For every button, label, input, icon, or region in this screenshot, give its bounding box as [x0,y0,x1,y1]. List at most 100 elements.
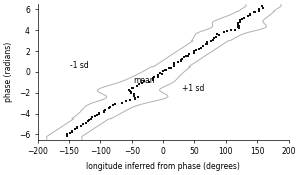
Point [80,122,85,125]
Point [203,43,208,46]
Point [89,116,94,119]
Point [101,111,106,114]
Point [128,92,133,94]
Point [199,47,203,49]
Point [70,130,75,133]
Point [152,76,156,79]
Point [248,13,253,15]
Point [204,42,209,45]
Point [236,22,240,24]
Point [131,87,136,89]
X-axis label: longitude inferred from phase (degrees): longitude inferred from phase (degrees) [86,162,240,171]
Point [237,19,242,22]
Point [260,5,265,8]
Point [194,49,198,52]
Point [74,126,79,129]
Point [142,80,147,83]
Point [201,45,206,48]
Point [101,110,106,112]
Point [257,8,262,10]
Point [73,128,77,131]
Point [133,97,137,99]
Point [135,96,140,99]
Point [214,33,219,35]
Point [107,106,112,108]
Point [186,54,191,57]
Point [221,31,226,34]
Point [106,107,111,110]
Point [128,99,132,102]
Point [246,15,250,18]
Point [96,112,101,115]
Point [208,40,213,42]
Point [238,21,242,23]
Point [94,114,99,117]
Point [182,56,186,58]
Text: -1 sd: -1 sd [70,61,89,70]
Point [175,61,180,64]
Point [85,120,90,122]
Point [156,74,161,76]
Point [237,26,242,29]
Text: mean: mean [133,76,154,85]
Point [236,26,241,29]
Point [126,89,131,92]
Point [256,9,261,12]
Point [252,11,256,14]
Text: +1 sd: +1 sd [182,84,204,93]
Point [111,103,116,106]
Point [180,57,185,60]
Point [229,29,233,32]
Point [168,66,173,69]
Point [172,62,177,65]
Point [232,29,237,32]
Point [237,25,242,28]
Point [88,118,93,120]
Point [199,47,203,49]
Point [151,78,155,81]
Point [96,111,101,114]
Point [248,13,253,16]
Point [102,108,107,111]
Point [167,66,172,69]
Point [253,10,257,13]
Point [191,52,196,54]
Point [132,94,137,97]
Point [205,40,209,43]
Point [159,72,164,75]
Point [113,103,118,106]
Point [187,52,192,55]
Point [93,115,98,118]
Point [163,69,167,71]
Point [120,102,125,105]
Point [74,127,79,130]
Point [225,30,230,33]
Point [106,106,111,109]
Point [210,39,215,42]
Point [171,65,176,68]
Point [79,125,84,128]
Point [65,133,70,135]
Y-axis label: phase (radians): phase (radians) [4,42,13,102]
Point [137,83,142,86]
Point [163,68,168,71]
Point [87,119,92,121]
Point [191,50,196,53]
Point [135,85,140,87]
Point [172,64,176,66]
Point [158,72,162,75]
Point [69,130,74,133]
Point [128,89,133,92]
Point [65,134,70,137]
Point [196,47,201,50]
Point [83,121,88,124]
Point [67,131,72,134]
Point [217,34,222,36]
Point [131,93,136,96]
Point [212,37,216,39]
Point [260,7,265,9]
Point [240,17,245,20]
Point [139,82,144,84]
Point [238,19,242,21]
Point [179,59,184,62]
